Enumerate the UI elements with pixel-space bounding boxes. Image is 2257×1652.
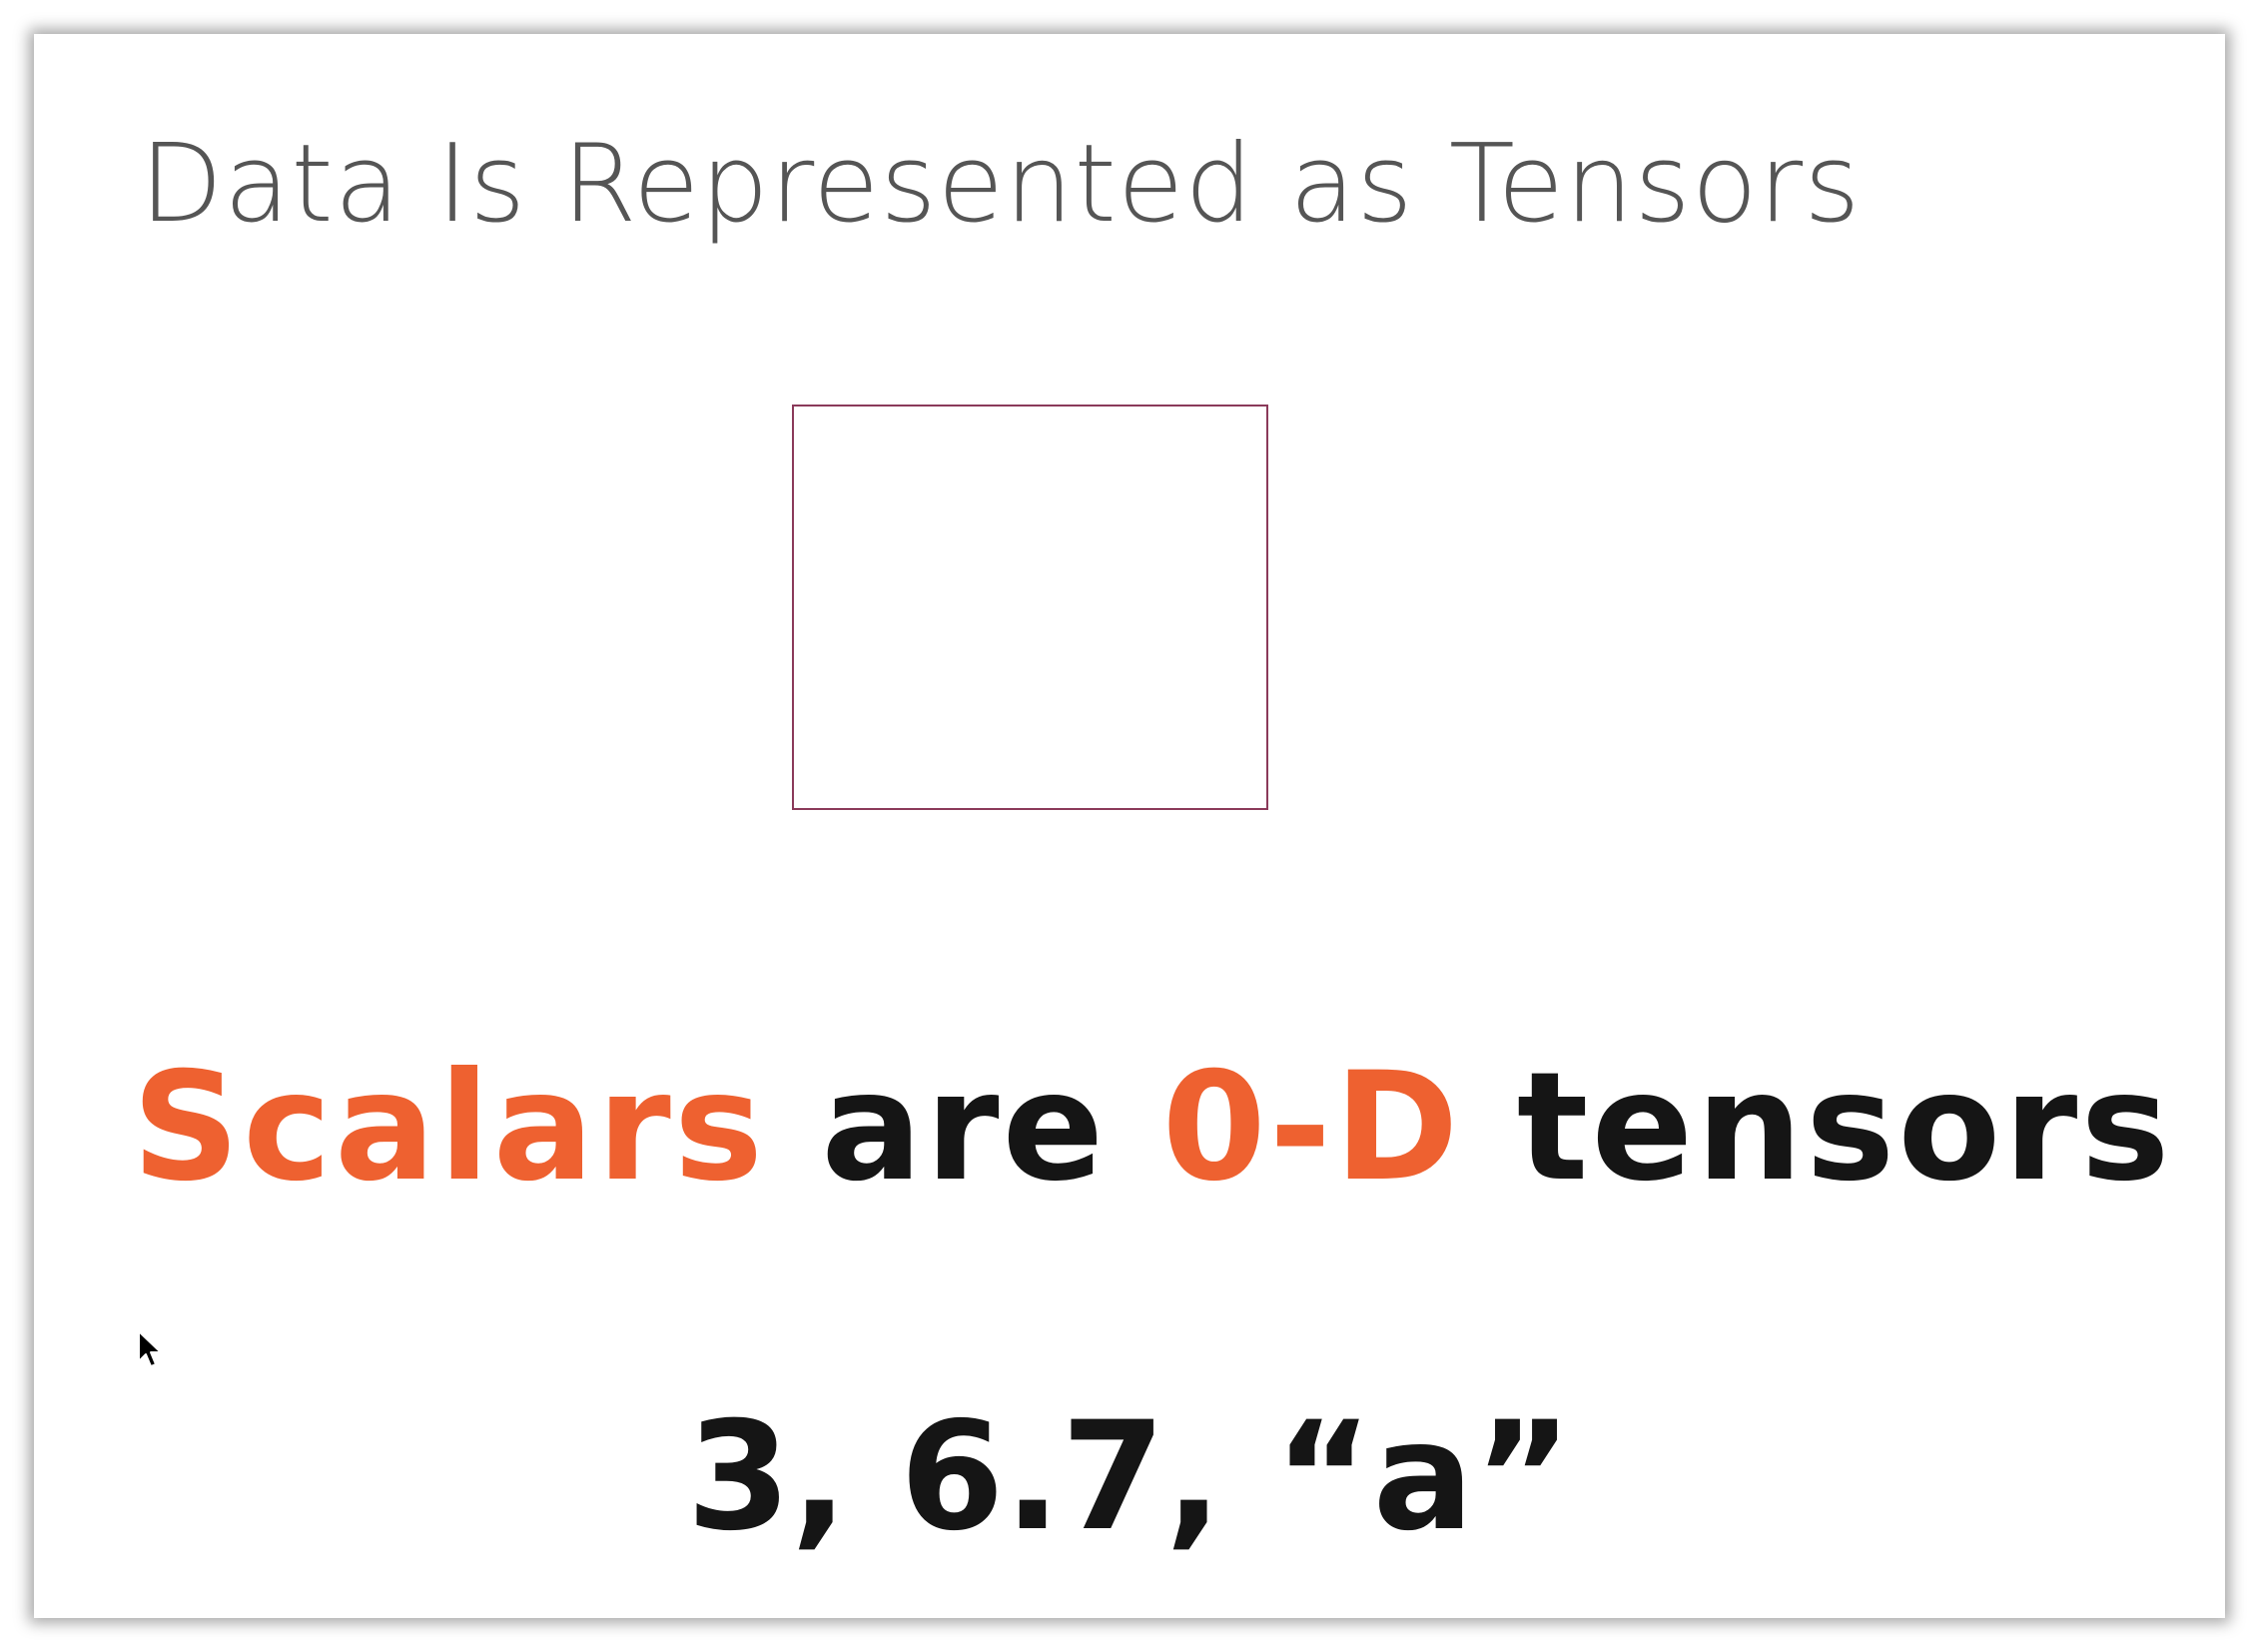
mouse-pointer-icon <box>138 1330 162 1367</box>
headline-are: are <box>766 1041 1162 1215</box>
scalar-box <box>792 405 1268 810</box>
slide: Data Is Represented as Tensors Scalars a… <box>34 34 2225 1618</box>
headline: Scalars are 0-D tensors <box>132 1038 2173 1218</box>
scalar-examples: 3, 6.7, “a” <box>686 1390 1573 1564</box>
headline-0d: 0-D <box>1161 1041 1462 1215</box>
headline-scalars: Scalars <box>132 1041 767 1215</box>
headline-tensors: tensors <box>1461 1041 2173 1215</box>
slide-title: Data Is Represented as Tensors <box>140 122 1862 247</box>
